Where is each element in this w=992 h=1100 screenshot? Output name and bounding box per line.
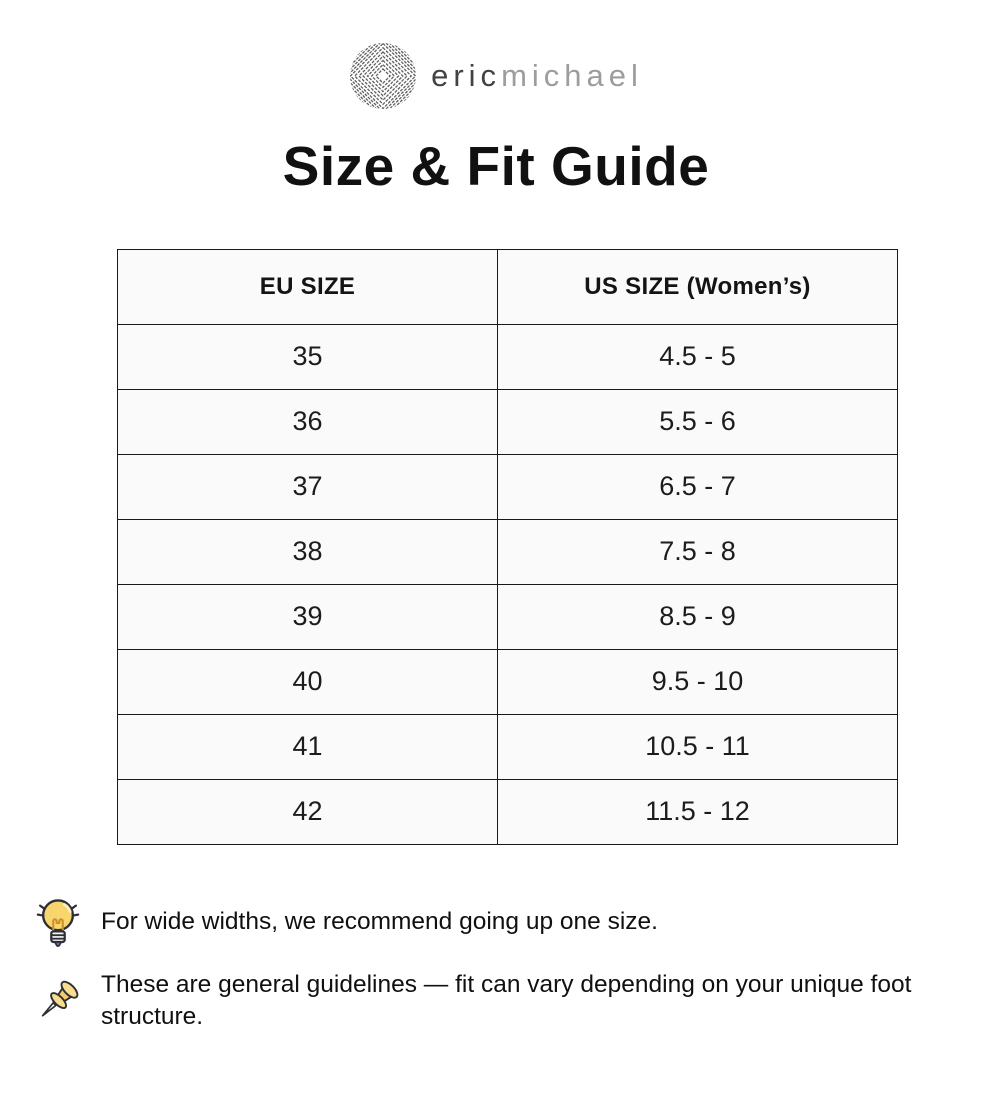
us-size-cell: 11.5 - 12: [497, 778, 898, 845]
eu-size-cell: 38: [117, 518, 498, 585]
us-size-cell: 4.5 - 5: [497, 323, 898, 390]
lightbulb-icon: [30, 895, 86, 951]
page-title: Size & Fit Guide: [282, 135, 710, 197]
size-table-body: 35 4.5 - 5 36 5.5 - 6 37 6.5 - 7 38 7.5 - 8 39 8.…: [117, 323, 898, 845]
us-size-cell: 8.5 - 9: [497, 583, 898, 650]
size-row: 38 7.5 - 8: [117, 518, 898, 585]
brand-name-secondary: michael: [501, 58, 643, 93]
size-row: 41 10.5 - 11: [117, 713, 898, 780]
eu-size-cell: 41: [117, 713, 498, 780]
us-size-cell: 10.5 - 11: [497, 713, 898, 780]
notes-section: For wide widths, we recommend going up o…: [30, 895, 965, 1034]
note-general-guidelines: These are general guidelines — fit can v…: [30, 969, 965, 1034]
note-text-general-guidelines: These are general guidelines — fit can v…: [101, 970, 912, 1030]
eu-size-cell: 37: [117, 453, 498, 520]
column-header-us-size: US SIZE (Women’s): [497, 248, 898, 325]
eu-size-cell: 40: [117, 648, 498, 715]
size-row: 40 9.5 - 10: [117, 648, 898, 715]
diamond-pattern-icon: [349, 42, 418, 110]
brand-wordmark: ericmichael: [431, 58, 643, 94]
size-table-header: EU SIZE US SIZE (Women’s): [117, 248, 898, 325]
size-table: EU SIZE US SIZE (Women’s) 35 4.5 - 5 36 5.5…: [117, 248, 898, 845]
eu-size-cell: 36: [117, 388, 498, 455]
eu-size-cell: 39: [117, 583, 498, 650]
brand-name-primary: eric: [431, 58, 502, 93]
size-row: 36 5.5 - 6: [117, 388, 898, 455]
note-wide-widths: For wide widths, we recommend going up o…: [30, 895, 965, 951]
us-size-cell: 7.5 - 8: [497, 518, 898, 585]
us-size-cell: 9.5 - 10: [497, 648, 898, 715]
us-size-cell: 5.5 - 6: [497, 388, 898, 455]
eu-size-cell: 35: [117, 323, 498, 390]
size-row: 42 11.5 - 12: [117, 778, 898, 845]
brand-logo: ericmichael: [0, 0, 992, 110]
size-row: 35 4.5 - 5: [117, 323, 898, 390]
us-size-cell: 6.5 - 7: [497, 453, 898, 520]
column-header-eu-size: EU SIZE: [117, 248, 498, 325]
size-row: 39 8.5 - 9: [117, 583, 898, 650]
pushpin-icon: [30, 975, 86, 1027]
header-row: EU SIZE US SIZE (Women’s): [117, 248, 898, 325]
eu-size-cell: 42: [117, 778, 498, 845]
note-text-wide-widths: For wide widths, we recommend going up o…: [101, 908, 658, 936]
size-row: 37 6.5 - 7: [117, 453, 898, 520]
